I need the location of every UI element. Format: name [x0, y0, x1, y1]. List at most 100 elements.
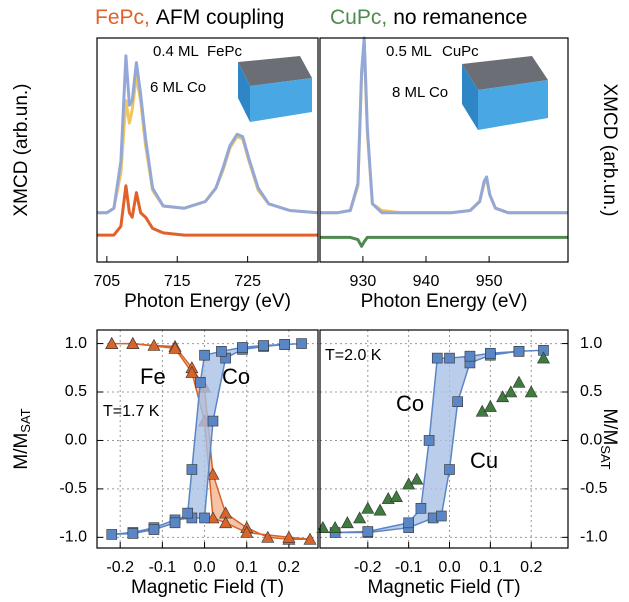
y-tick-label: 0.5: [65, 383, 87, 400]
data-point: [513, 346, 525, 357]
plot-frame: [96, 329, 319, 549]
y-tick-label: -1.0: [580, 529, 608, 546]
y-tick-label: 0.5: [580, 383, 602, 400]
panel-title: FePc, AFM coupling: [95, 6, 284, 29]
data-point: [206, 467, 220, 480]
x-tick-label: 950: [476, 273, 503, 290]
panel-title-part: no remanence: [393, 6, 527, 29]
data-point: [106, 529, 118, 540]
data-point: [282, 530, 296, 543]
panel-title-part: FePc,: [95, 6, 150, 29]
data-point: [296, 338, 307, 349]
data-point: [279, 339, 290, 350]
x-axis-label: Magnetic Field (T): [367, 577, 520, 598]
series-label: Cu: [470, 448, 498, 473]
data-point: [389, 490, 403, 502]
x-tick-label: 940: [413, 273, 440, 290]
data-point: [373, 503, 387, 516]
data-point: [504, 385, 518, 398]
y-axis-label-main: XMCD (arb.un.): [599, 83, 620, 216]
data-point: [415, 502, 427, 514]
annotation: 0.5 ML: [386, 43, 432, 60]
panel-title: CuPc, no remanence: [330, 6, 527, 29]
data-point: [258, 340, 269, 351]
data-point: [147, 338, 161, 351]
data-point: [316, 521, 330, 533]
data-point: [524, 385, 538, 398]
y-axis-label-sub: SAT: [598, 445, 613, 469]
data-point: [444, 352, 455, 364]
annotation: T=1.7 K: [103, 403, 160, 420]
data-point: [240, 525, 254, 538]
x-axis-label: Magnetic Field (T): [131, 577, 284, 598]
panel-title-part: CuPc,: [330, 6, 387, 29]
data-point: [199, 512, 210, 524]
y-axis-label-sub: SAT: [18, 408, 33, 432]
y-tick-label: 0.0: [580, 432, 602, 449]
panel-title-part: AFM coupling: [156, 6, 284, 29]
data-point: [410, 472, 424, 485]
data-point: [452, 396, 463, 407]
data-point: [512, 375, 526, 388]
y-axis-label: M/MSAT: [11, 408, 33, 469]
y-axis-label-main: M/M: [599, 408, 620, 445]
annotation: 6 ML Co: [150, 79, 206, 96]
data-point: [168, 341, 182, 354]
y-tick-label: -1.0: [59, 529, 87, 546]
data-point: [464, 350, 476, 362]
x-axis-label: Photon Energy (eV): [124, 291, 291, 312]
data-point: [403, 517, 414, 529]
y-axis-label: XMCD (arb.un.): [599, 83, 620, 216]
plot-frame: [96, 37, 319, 263]
x-tick-label: 930: [350, 273, 377, 290]
x-tick-label: -0.2: [106, 559, 134, 576]
x-tick-label: 0.2: [520, 559, 542, 576]
inset-illustration: [462, 56, 548, 130]
y-axis-label: M/MSAT: [598, 408, 620, 469]
data-point: [436, 510, 447, 522]
annotation: 8 ML Co: [392, 84, 448, 101]
plot-frame: [319, 329, 569, 549]
data-point: [105, 336, 119, 349]
data-point: [261, 530, 275, 543]
data-point: [328, 521, 342, 533]
data-point: [423, 435, 435, 446]
x-tick-label: -0.1: [149, 559, 177, 576]
data-point: [431, 352, 443, 364]
data-point: [199, 349, 210, 361]
spectrum-line: [97, 54, 319, 215]
x-tick-label: 705: [94, 273, 121, 290]
annotation: 0.4 ML: [153, 43, 199, 60]
y-axis-label-main: XMCD (arb.un.): [11, 83, 32, 216]
data-point: [536, 351, 550, 364]
y-tick-label: 0.0: [65, 432, 87, 449]
x-tick-label: 0.2: [278, 559, 300, 576]
x-axis-label: Photon Energy (eV): [361, 291, 528, 312]
x-tick-label: 0.0: [193, 559, 215, 576]
y-axis-label-main: M/M: [11, 433, 32, 470]
data-point: [219, 516, 233, 529]
data-point: [207, 415, 219, 427]
annotation: T=2.0 K: [325, 347, 382, 364]
x-tick-label: 0.1: [236, 559, 258, 576]
x-tick-label: 725: [234, 273, 261, 290]
y-tick-label: -0.5: [59, 480, 87, 497]
data-point: [362, 526, 374, 537]
data-point: [185, 366, 199, 378]
series-label: Co: [222, 364, 250, 389]
data-point: [148, 524, 160, 535]
data-point: [206, 511, 220, 524]
y-tick-label: 1.0: [580, 335, 602, 352]
series-label: Fe: [140, 364, 166, 389]
data-point: [353, 511, 367, 524]
data-point: [444, 464, 455, 475]
annotation: FePc: [207, 43, 243, 60]
spectrum-line: [320, 36, 568, 215]
plot-frame: [319, 37, 569, 263]
x-tick-label: 0.1: [479, 559, 501, 576]
y-tick-label: -0.5: [580, 480, 608, 497]
y-tick-label: 1.0: [65, 335, 87, 352]
data-point: [485, 347, 496, 359]
data-point: [303, 532, 317, 545]
x-tick-label: -0.1: [395, 559, 423, 576]
